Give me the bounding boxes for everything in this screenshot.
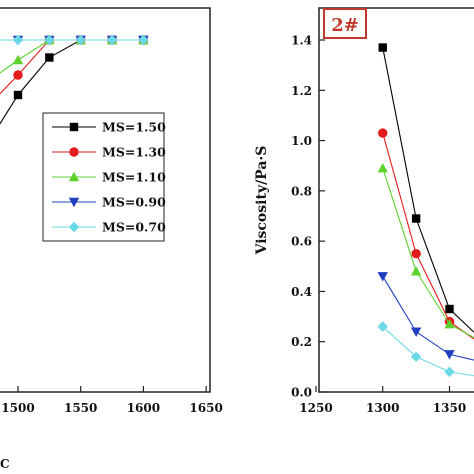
right-series-group (377, 43, 474, 378)
right-data-point (378, 43, 387, 52)
left-data-point (13, 90, 23, 100)
legend-label: MS=0.90 (102, 195, 166, 210)
right-data-point (378, 128, 388, 138)
left-data-point (75, 34, 86, 46)
right-series-line (382, 276, 474, 361)
right-x-tick-label: 1300 (366, 401, 399, 415)
right-x-tick-label: 1250 (299, 401, 332, 415)
left-x-tick-label: 1650 (189, 401, 222, 415)
legend-marker (69, 147, 79, 157)
legend-label: MS=0.70 (102, 220, 166, 235)
right-plot-frame (318, 7, 474, 393)
right-y-tick-label: 0.0 (291, 386, 312, 400)
right-data-point (444, 318, 455, 329)
legend-box (42, 112, 165, 242)
right-series-line (382, 47, 474, 333)
right-data-point (410, 327, 422, 337)
right-y-tick-label: 0.8 (291, 184, 312, 198)
right-y-axis-label: Viscosity/Pa·S (254, 146, 270, 256)
legend-marker (68, 171, 80, 182)
legend-marker (69, 122, 79, 132)
right-chart-panel: 1250 1300 1350 0.0 0.2 0.4 0.6 0.8 1.0 1.2 1.4 Vis… (254, 7, 474, 416)
left-data-point (12, 34, 24, 46)
sample-badge: 2# (323, 8, 367, 39)
right-data-point (410, 266, 422, 276)
right-axis-ticks: 1250 1300 1350 0.0 0.2 0.4 0.6 0.8 1.0 1.2 1.4 (291, 34, 466, 416)
right-data-point (377, 321, 388, 332)
right-series-line (382, 326, 474, 377)
right-y-tick-label: 0.6 (291, 235, 312, 249)
legend-marker (68, 197, 80, 208)
left-data-point (44, 34, 55, 46)
right-series-line (382, 132, 474, 340)
right-y-tick-label: 0.4 (291, 285, 312, 299)
sample-badge-label: 2# (331, 15, 359, 36)
left-x-tick-label: 1600 (127, 401, 160, 415)
left-x-axis-label: C (0, 457, 10, 471)
left-data-point (13, 70, 23, 80)
right-data-point (411, 249, 421, 259)
legend-label: MS=1.10 (102, 170, 166, 185)
right-data-point (411, 214, 421, 223)
left-x-tick-label: 1550 (64, 401, 97, 415)
left-series-group (0, 34, 149, 125)
legend: MS=1.50 MS=1.30 MS=1.10 MS=0.90 MS=0.70 (42, 112, 166, 242)
legend-label: MS=1.50 (102, 120, 166, 135)
right-x-tick-label: 1350 (433, 401, 466, 415)
right-data-point (410, 351, 422, 362)
right-y-tick-label: 1.4 (291, 34, 312, 48)
right-data-point (444, 366, 455, 378)
sample-badge-frame (323, 8, 367, 39)
right-y-tick-label: 1.0 (291, 134, 312, 148)
left-plot-frame (0, 7, 211, 393)
left-data-point (138, 34, 149, 46)
left-x-tick-label: 1500 (1, 401, 34, 415)
left-data-point (12, 54, 24, 65)
right-series-line (382, 168, 474, 339)
legend-items: MS=1.50 MS=1.30 MS=1.10 MS=0.90 MS=0.70 (52, 120, 166, 235)
left-data-point (106, 34, 118, 46)
legend-label: MS=1.30 (102, 145, 166, 160)
left-chart-panel: 1500 1550 1600 1650 C MS=1.50 MS=1.30 MS=1.10… (0, 7, 223, 471)
left-data-point (45, 53, 54, 62)
right-data-point (445, 304, 454, 314)
right-data-point (377, 272, 388, 282)
right-y-tick-label: 0.2 (291, 335, 312, 349)
right-data-point (444, 350, 455, 360)
legend-marker (68, 221, 80, 233)
left-x-ticks: 1500 1550 1600 1650 (1, 386, 223, 415)
right-data-point (377, 163, 388, 173)
right-y-tick-label: 1.2 (291, 84, 312, 98)
